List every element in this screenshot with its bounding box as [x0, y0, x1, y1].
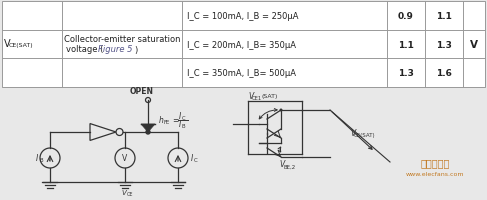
Text: =: =	[172, 116, 178, 125]
Text: C: C	[182, 116, 186, 121]
Text: B: B	[182, 124, 186, 129]
Text: CE(SAT): CE(SAT)	[354, 132, 375, 137]
Text: BE,2: BE,2	[283, 164, 295, 169]
Text: I_C = 100mA, I_B = 250μA: I_C = 100mA, I_B = 250μA	[187, 12, 299, 21]
Text: h: h	[159, 116, 164, 125]
Text: OPEN: OPEN	[130, 87, 154, 96]
Text: 1.1: 1.1	[398, 40, 414, 49]
Text: C: C	[194, 158, 198, 163]
Text: CE: CE	[127, 192, 133, 197]
Text: 1.3: 1.3	[436, 40, 452, 49]
Circle shape	[146, 130, 150, 134]
Text: V: V	[122, 154, 128, 163]
Text: FE: FE	[164, 119, 170, 124]
Text: V: V	[248, 92, 253, 101]
Text: Collector-emitter saturation: Collector-emitter saturation	[64, 35, 180, 44]
Text: I_C = 200mA, I_B= 350μA: I_C = 200mA, I_B= 350μA	[187, 40, 296, 49]
Text: www.elecfans.com: www.elecfans.com	[406, 172, 464, 177]
Text: ): )	[134, 45, 137, 54]
Text: V: V	[4, 39, 11, 49]
Text: 1.1: 1.1	[436, 12, 452, 21]
Text: V: V	[122, 189, 126, 195]
Bar	[2, 2, 485, 88]
FancyArrowPatch shape	[278, 147, 281, 152]
Text: 电子发烧友: 电子发烧友	[420, 157, 450, 167]
Text: Figure 5: Figure 5	[98, 45, 132, 54]
Text: I: I	[191, 154, 193, 163]
Text: I: I	[179, 112, 181, 121]
Text: I_C = 350mA, I_B= 500μA: I_C = 350mA, I_B= 500μA	[187, 69, 296, 78]
Text: 0.9: 0.9	[398, 12, 414, 21]
Text: 1.6: 1.6	[436, 69, 452, 78]
FancyArrowPatch shape	[332, 112, 372, 150]
Text: CE(SAT): CE(SAT)	[9, 43, 34, 48]
Text: CE1: CE1	[252, 96, 262, 101]
Bar	[2, 2, 485, 88]
FancyArrowPatch shape	[259, 109, 277, 119]
Polygon shape	[141, 124, 155, 132]
Text: I: I	[36, 154, 38, 163]
Circle shape	[280, 109, 282, 112]
Text: (SAT): (SAT)	[261, 94, 278, 99]
Text: V: V	[470, 40, 478, 50]
Text: I: I	[49, 155, 51, 161]
Text: V: V	[279, 160, 284, 169]
Text: voltage (: voltage (	[66, 45, 103, 54]
Text: B: B	[39, 158, 43, 163]
Text: V: V	[350, 128, 355, 137]
Text: I: I	[179, 120, 181, 129]
Text: 1.3: 1.3	[398, 69, 414, 78]
